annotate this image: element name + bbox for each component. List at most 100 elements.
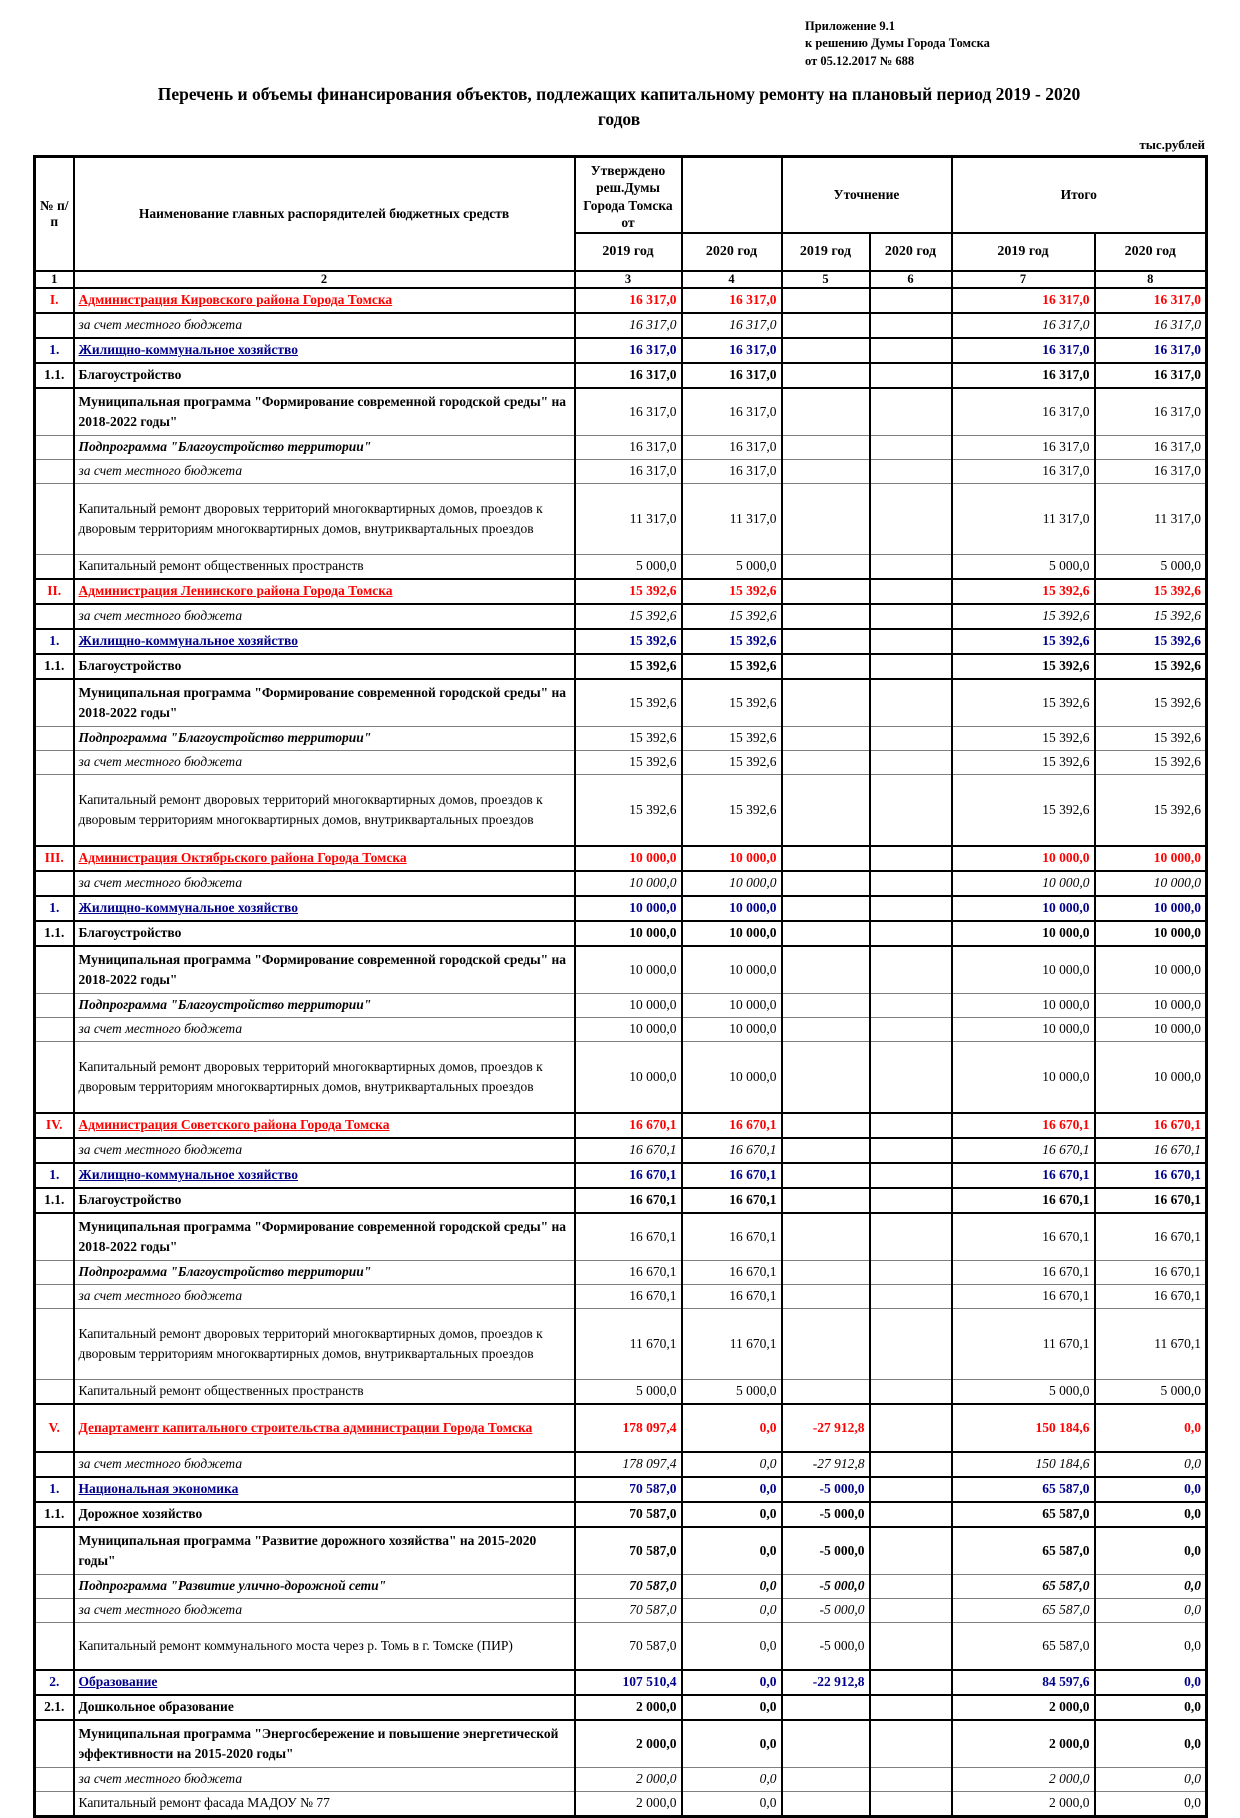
value-cell: 178 097,4 (573, 1450, 683, 1478)
value-cell: 2 000,0 (573, 1766, 683, 1792)
value-cell: 0,0 (680, 1668, 783, 1696)
value-cell (868, 387, 953, 436)
value-cell (780, 919, 871, 947)
value-cell: 16 317,0 (573, 311, 683, 339)
value-cell (868, 1766, 953, 1792)
value-cell (780, 1719, 871, 1768)
table-row: за счет местного бюджета 70 587,0 0,0 -5 00… (33, 1597, 1208, 1623)
table-row: 1. Жилищно-коммунальное хозяйство 10 000,0… (33, 894, 1208, 922)
value-cell (868, 1573, 953, 1599)
value-cell: 10 000,0 (573, 919, 683, 947)
row-name-text: Образование (78, 1674, 158, 1690)
value-cell (868, 577, 953, 605)
value-cell: 0,0 (680, 1719, 783, 1768)
value-cell: 16 670,1 (573, 1259, 683, 1285)
value-cell: 0,0 (1093, 1500, 1208, 1528)
table-row: за счет местного бюджета 178 097,4 0,0 -27 … (33, 1450, 1208, 1478)
header-column-id-cell: 5 (780, 269, 871, 289)
value-cell (868, 1259, 953, 1285)
value-cell: 16 670,1 (680, 1161, 783, 1189)
row-number-cell (33, 678, 75, 727)
row-name-cell: Муниципальная программа "Формирование со… (72, 678, 576, 727)
row-name-cell: Капитальный ремонт дворовых территорий м… (72, 773, 576, 846)
row-name-text: Жилищно-коммунальное хозяйство (78, 900, 298, 916)
value-cell (868, 1402, 953, 1453)
value-cell: 10 000,0 (573, 945, 683, 994)
value-cell (780, 1136, 871, 1164)
value-cell: 10 000,0 (573, 894, 683, 922)
value-cell: 16 670,1 (950, 1136, 1096, 1164)
value-cell: 2 000,0 (950, 1790, 1096, 1817)
row-name-cell: Муниципальная программа "Формирование со… (72, 387, 576, 436)
value-cell: 16 670,1 (680, 1111, 783, 1139)
row-number-cell (33, 1283, 75, 1309)
table-row: 1.1. Дорожное хозяйство 70 587,0 0,0 -5 000,… (33, 1500, 1208, 1528)
row-number-cell: V. (33, 1402, 75, 1453)
table-row: 1. Национальная экономика 70 587,0 0,0 -5 00… (33, 1475, 1208, 1503)
value-cell: 70 587,0 (573, 1475, 683, 1503)
value-cell: 16 317,0 (950, 361, 1096, 389)
row-name-text: Муниципальная программа "Формирование со… (78, 685, 567, 720)
table-row: 1.1. Благоустройство 16 317,0 16 317,0 16 31… (33, 361, 1208, 389)
value-cell: 10 000,0 (950, 1040, 1096, 1113)
value-cell: 0,0 (680, 1790, 783, 1817)
row-number-cell (33, 1307, 75, 1380)
value-cell: 70 587,0 (573, 1500, 683, 1528)
value-cell: 2 000,0 (573, 1790, 683, 1817)
value-cell: 70 587,0 (573, 1526, 683, 1575)
value-cell (868, 1790, 953, 1817)
table-row: Капитальный ремонт дворовых территорий м… (33, 1040, 1208, 1113)
row-name-text: за счет местного бюджета (78, 1602, 243, 1618)
value-cell: 107 510,4 (573, 1668, 683, 1696)
value-cell: 0,0 (680, 1597, 783, 1623)
value-cell (780, 652, 871, 680)
value-cell: 15 392,6 (680, 773, 783, 846)
row-number-cell (33, 434, 75, 460)
row-name-text: Администрация Кировского района Города Т… (78, 292, 393, 308)
header-column-id-cell: 3 (573, 269, 683, 289)
value-cell: 16 317,0 (1093, 361, 1208, 389)
value-cell: 15 392,6 (680, 627, 783, 655)
header-column-id-cell: 1 (33, 269, 75, 289)
value-cell: 2 000,0 (573, 1693, 683, 1721)
row-name-text: Жилищно-коммунальное хозяйство (78, 633, 298, 649)
row-name-text: за счет местного бюджета (78, 608, 243, 624)
value-cell: 10 000,0 (680, 1016, 783, 1042)
table-row: Капитальный ремонт коммунального моста ч… (33, 1621, 1208, 1670)
value-cell: 11 670,1 (950, 1307, 1096, 1380)
table-row: за счет местного бюджета 16 317,0 16 317,0… (33, 458, 1208, 484)
value-cell: 16 670,1 (1093, 1136, 1208, 1164)
value-cell: 16 317,0 (573, 361, 683, 389)
row-name-text: Благоустройство (78, 1192, 182, 1208)
value-cell: 16 670,1 (573, 1212, 683, 1261)
value-cell: 16 670,1 (573, 1283, 683, 1309)
header-row-years: 2019 год 2020 год 2019 год 2020 год 2019 год… (35, 231, 1208, 272)
value-cell: 65 587,0 (950, 1573, 1096, 1599)
row-name-cell: Капитальный ремонт дворовых территорий м… (72, 482, 576, 555)
value-cell: 0,0 (1093, 1573, 1208, 1599)
row-number-cell: 1. (33, 627, 75, 655)
value-cell: 15 392,6 (950, 652, 1096, 680)
row-name-text: Капитальный ремонт дворовых территорий м… (78, 501, 543, 536)
row-number-cell (33, 749, 75, 775)
value-cell: 5 000,0 (680, 1378, 783, 1404)
value-cell: 70 587,0 (573, 1621, 683, 1670)
value-cell: 16 317,0 (573, 286, 683, 314)
header-year-cell: 2020 год (1093, 231, 1208, 272)
value-cell (868, 678, 953, 727)
units-label: тыс.рублей (1139, 136, 1205, 152)
value-cell (780, 311, 871, 339)
value-cell: 15 392,6 (573, 678, 683, 727)
row-name-cell: Капитальный ремонт дворовых территорий м… (72, 1307, 576, 1380)
row-number-cell (33, 1573, 75, 1599)
value-cell: 11 670,1 (573, 1307, 683, 1380)
value-cell: 10 000,0 (1093, 1040, 1208, 1113)
value-cell: 16 317,0 (1093, 336, 1208, 364)
value-cell (868, 1307, 953, 1380)
value-cell: 11 670,1 (1093, 1307, 1208, 1380)
value-cell: 5 000,0 (1093, 553, 1208, 579)
value-cell: -22 912,8 (780, 1668, 871, 1696)
row-number-cell (33, 773, 75, 846)
value-cell: 2 000,0 (573, 1719, 683, 1768)
value-cell: 15 392,6 (573, 749, 683, 775)
